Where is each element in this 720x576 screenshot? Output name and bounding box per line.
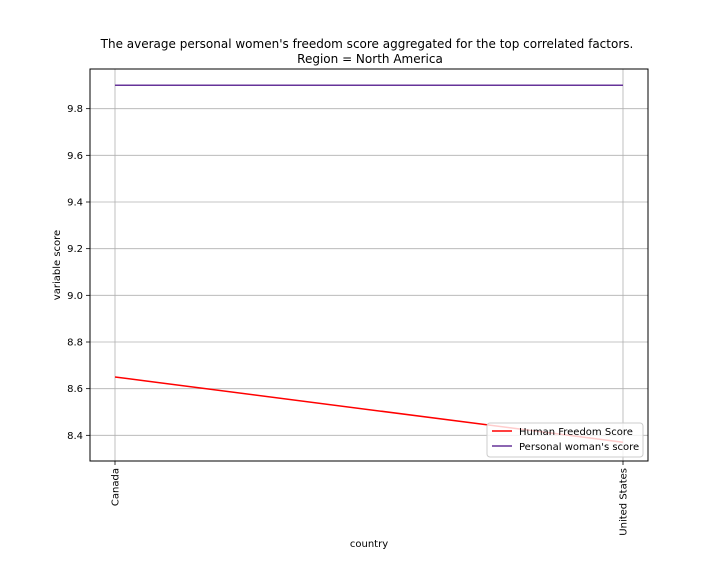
y-axis-label: variable score [52,230,63,300]
y-tick-label: 8.8 [67,338,83,349]
y-tick-label: 9.6 [67,151,83,162]
chart-title: The average personal women's freedom sco… [100,37,634,51]
x-axis-label: country [350,539,388,550]
y-tick-label: 8.6 [67,384,83,395]
y-tick-label: 9.8 [67,104,83,115]
y-tick-label: 9.2 [67,244,83,255]
plot-area-frame [89,68,649,462]
axis-ticks: 8.4 8.6 8.8 9.0 9.2 9.4 9.6 9.8 Canada United Sta… [67,104,629,536]
y-tick-label: 8.4 [67,431,83,442]
x-tick-label: Canada [111,468,122,506]
legend-box [486,422,644,458]
legend-label-personal-womans-score: Personal woman's score [519,442,639,453]
y-tick-label: 9.4 [67,198,83,209]
y-tick-label: 9.0 [67,291,83,302]
grid-lines [90,69,648,461]
legend: Human Freedom Score Personal woman's sco… [486,422,644,458]
chart-subtitle: Region = North America [297,52,443,66]
legend-label-human-freedom-score: Human Freedom Score [519,427,633,438]
x-tick-label: United States [619,468,630,536]
